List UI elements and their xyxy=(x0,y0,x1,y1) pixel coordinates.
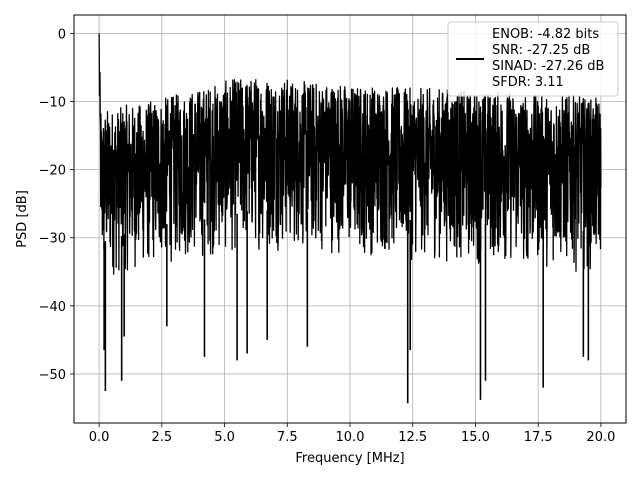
legend-entry-sfdr: SFDR: 3.11 xyxy=(492,75,564,90)
legend-entry-enob: ENOB: -4.82 bits xyxy=(492,27,599,42)
legend-box xyxy=(447,21,619,97)
y-tick-label: 0 xyxy=(58,27,66,42)
y-axis-label: PSD [dB] xyxy=(15,190,30,248)
y-tick-label: −30 xyxy=(39,232,66,247)
y-tick-label: −50 xyxy=(39,368,66,383)
x-tick-label: 17.5 xyxy=(524,430,553,445)
x-tick-label: 12.5 xyxy=(398,430,427,445)
x-tick-label: 0.0 xyxy=(89,430,110,445)
psd-trace xyxy=(98,33,602,275)
x-tick-label: 7.5 xyxy=(277,430,298,445)
y-tick-label: −40 xyxy=(39,300,66,315)
legend: ENOB: -4.82 bits SNR: -27.25 dB SINAD: -… xyxy=(447,21,619,97)
x-tick-label: 2.5 xyxy=(151,430,172,445)
y-tick-label: −20 xyxy=(39,164,66,179)
legend-entry-sinad: SINAD: -27.26 dB xyxy=(492,59,604,74)
x-tick-label: 10.0 xyxy=(336,430,365,445)
x-tick-label: 5.0 xyxy=(214,430,235,445)
x-axis-label: Frequency [MHz] xyxy=(295,451,404,466)
x-tick-label: 15.0 xyxy=(461,430,490,445)
axis-ticks: 0.0 2.5 5.0 7.5 10.0 12.5 15.0 17.5 20.0 0 −10 −20 −… xyxy=(39,27,616,445)
psd-line xyxy=(98,33,602,404)
x-tick-label: 20.0 xyxy=(586,430,615,445)
legend-entry-snr: SNR: -27.25 dB xyxy=(492,43,590,58)
y-tick-label: −10 xyxy=(39,96,66,111)
